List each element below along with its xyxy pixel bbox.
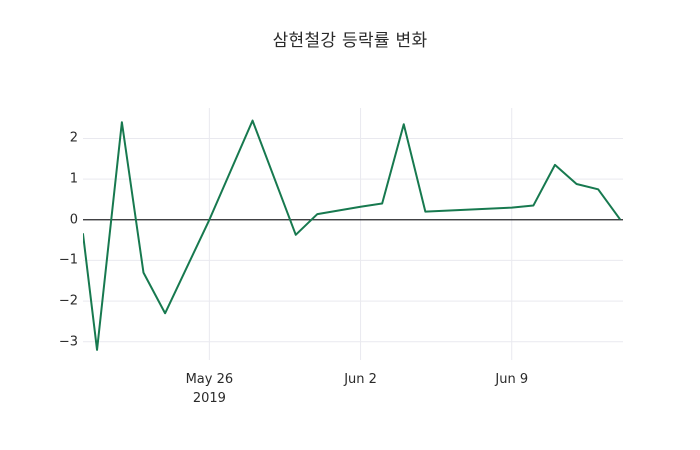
data-series-line	[83, 119, 621, 351]
page-title: 삼현철강 등락률 변화	[272, 31, 428, 51]
x-axis-tick-label-main: May 26	[185, 372, 234, 387]
x-axis-tick-label-year: 2019	[192, 391, 226, 406]
x-axis-tick-label: Jun 2	[344, 370, 377, 389]
plot-area	[83, 108, 623, 360]
x-axis-tick-label: Jun 9	[495, 370, 528, 389]
y-axis-tick-label: 2	[69, 130, 78, 146]
y-axis-tick-label: −2	[58, 293, 78, 309]
x-axis-tick-label: May 26 2019	[186, 370, 234, 408]
y-axis-tick-label: 0	[69, 212, 78, 228]
x-axis-tick-label-main: Jun 9	[495, 372, 529, 387]
y-axis-tick-label: 1	[69, 171, 78, 187]
y-axis-tick-label: −3	[58, 334, 78, 350]
y-axis-tick-label: −1	[58, 252, 78, 268]
x-axis-tick-label-main: Jun 2	[344, 372, 377, 387]
line-chart-svg	[83, 108, 623, 360]
y-axis-tick-labels: 2 1 0 −1 −2 −3	[38, 0, 78, 450]
